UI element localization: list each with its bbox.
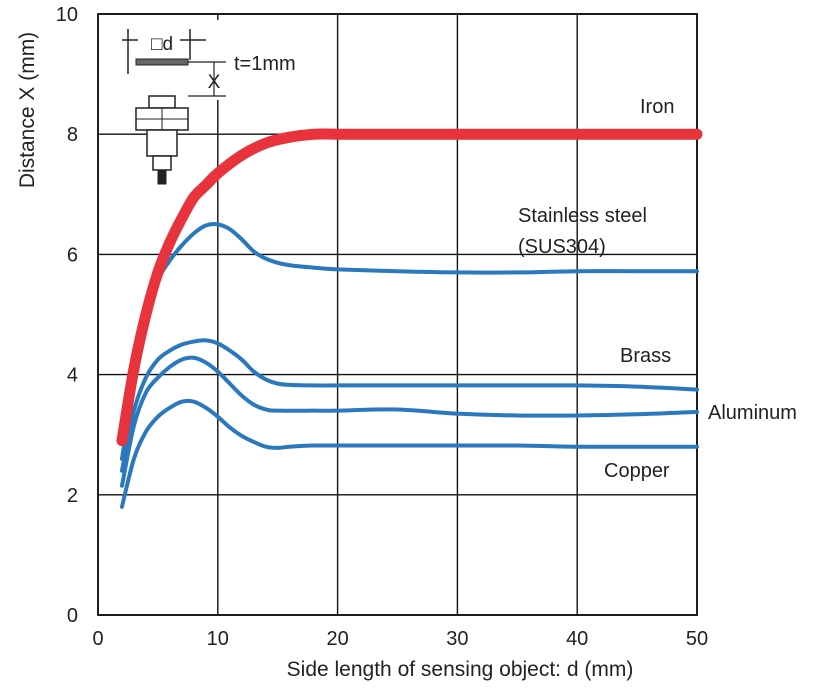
x-tick-label-20: 20 xyxy=(326,628,348,650)
x-tick-label-30: 30 xyxy=(446,628,468,650)
metal-plate xyxy=(135,58,189,66)
series-label-stainless-steel-sus304-0: Stainless steel xyxy=(518,205,647,227)
x-axis-title: Side length of sensing object: d (mm) xyxy=(287,658,634,681)
series-label-copper: Copper xyxy=(604,460,670,482)
series-lines xyxy=(116,128,703,509)
series-line-aluminum xyxy=(119,355,699,488)
grid xyxy=(97,13,698,616)
y-tick-label-6: 6 xyxy=(67,244,78,266)
series-line-copper xyxy=(119,398,699,509)
sensor-icon xyxy=(135,95,189,185)
y-tick-label-10: 10 xyxy=(56,4,78,26)
series-line-brass xyxy=(119,338,699,473)
x-tick-label-40: 40 xyxy=(566,628,588,650)
y-tick-label-0: 0 xyxy=(67,605,78,627)
sensor-diagram: □d t=1mm X xyxy=(110,20,296,185)
thickness-label: t=1mm xyxy=(234,53,296,75)
axes xyxy=(97,13,698,616)
series-label-aluminum: Aluminum xyxy=(708,402,797,424)
y-tick-label-4: 4 xyxy=(67,365,78,387)
x-tick-label-0: 0 xyxy=(92,628,103,650)
x-symbol-label: X xyxy=(208,72,221,93)
y-axis-title: Distance X (mm) xyxy=(16,32,39,188)
x-tick-label-50: 50 xyxy=(686,628,708,650)
series-label-stainless-steel-sus304-1: (SUS304) xyxy=(518,236,606,258)
y-tick-label-2: 2 xyxy=(67,485,78,507)
series-label-brass: Brass xyxy=(620,345,671,367)
series-line-iron xyxy=(116,128,703,447)
tick-labels: 0 10 20 30 40 50 0 2 4 6 8 10 xyxy=(56,4,708,650)
series-label-iron: Iron xyxy=(640,96,674,118)
x-tick-label-10: 10 xyxy=(207,628,229,650)
d-symbol-label: □d xyxy=(151,34,173,55)
y-tick-label-8: 8 xyxy=(67,124,78,146)
plot-frame xyxy=(97,13,698,616)
series-labels: Iron Stainless steel (SUS304) Brass Aluminum… xyxy=(518,96,797,482)
